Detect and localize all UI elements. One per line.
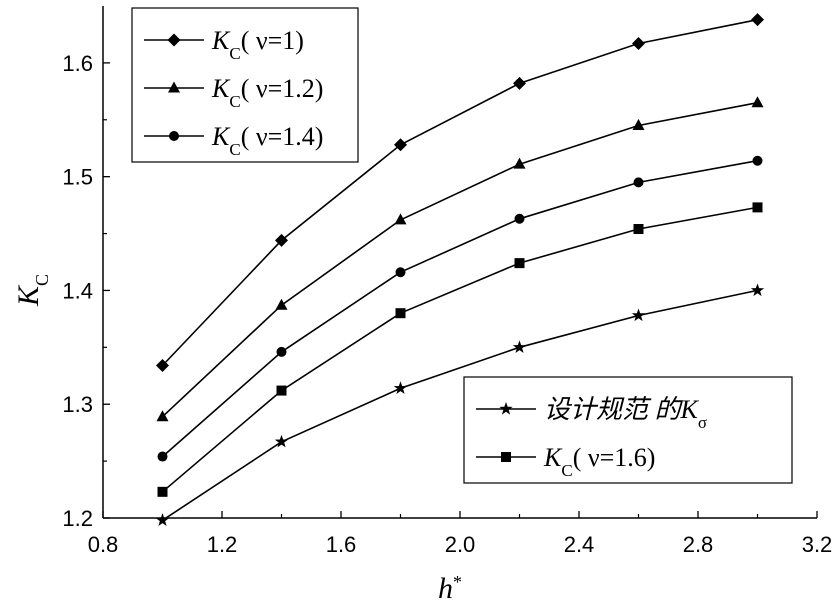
series-nu1_2	[156, 96, 764, 422]
x-tick-label: 2.8	[683, 532, 714, 557]
series-line-nu1_4	[161, 159, 758, 458]
data-point-nu1_2	[275, 298, 288, 310]
series-code	[155, 283, 765, 526]
x-axis-title: h*	[438, 572, 462, 605]
data-point-nu1_6	[157, 486, 168, 497]
data-point-nu1_2	[632, 118, 645, 130]
x-tick-label: 3.2	[802, 532, 833, 557]
series-nu1_6	[157, 202, 763, 497]
data-point-nu1_6	[633, 224, 644, 235]
data-point-nu1_4	[633, 177, 644, 188]
legend-item-nu1_2: KC( ν=1.2)	[144, 74, 323, 111]
data-point-code	[631, 308, 646, 322]
data-point-nu1_6	[514, 258, 525, 269]
y-tick-label: 1.6	[62, 51, 93, 76]
x-tick-label: 2.0	[445, 532, 476, 557]
legend-label-nu1_4: KC( ν=1.4)	[211, 122, 323, 159]
legend-label-nu1_6: KC( ν=1.6)	[543, 443, 655, 480]
legend-bottom: 设计规范 的Kσ KC( ν=1.6)	[463, 376, 793, 484]
series-nu1_4	[157, 155, 763, 462]
x-tick-label: 2.4	[564, 532, 595, 557]
data-point-nu1	[275, 233, 288, 247]
legend-item-nu1_6: KC( ν=1.6)	[476, 443, 655, 480]
data-point-nu1	[513, 76, 526, 90]
data-point-nu1	[632, 37, 645, 51]
y-tick-label: 1.3	[62, 392, 93, 417]
data-point-nu1	[394, 138, 407, 152]
y-axis-title: KC	[12, 274, 52, 307]
legend-item-code: 设计规范 的Kσ	[476, 395, 707, 432]
series-nu1	[156, 13, 764, 373]
data-point-code	[155, 513, 170, 526]
series-layer	[155, 13, 765, 526]
legend-marker-nu1_6	[501, 452, 511, 462]
data-point-code	[393, 381, 408, 394]
legend-marker-nu1	[167, 33, 181, 47]
data-point-nu1	[156, 359, 169, 373]
legend-item-nu1: KC( ν=1)	[144, 26, 304, 63]
legend-label-nu1_2: KC( ν=1.2)	[211, 74, 323, 111]
series-line-nu1	[161, 18, 758, 367]
y-tick-label: 1.5	[62, 165, 93, 190]
legend-label-code: 设计规范 的Kσ	[544, 395, 707, 432]
x-tick-label: 0.8	[88, 532, 119, 557]
data-point-nu1_2	[751, 96, 764, 108]
legend-top: KC( ν=1) KC( ν=1.2) KC( ν=1.4)	[131, 7, 359, 163]
data-point-nu1_2	[513, 157, 526, 169]
x-axis: 0.8 1.2 1.6 2.0 2.4 2.8 3.2	[88, 511, 833, 557]
x-tick-label: 1.6	[326, 532, 357, 557]
data-point-nu1_6	[276, 385, 287, 396]
y-axis: 1.2 1.3 1.4 1.5 1.6	[62, 51, 110, 531]
data-point-nu1_6	[395, 308, 406, 319]
legend-item-nu1_4: KC( ν=1.4)	[144, 122, 323, 159]
x-tick-label: 1.2	[207, 532, 238, 557]
legend-box	[463, 376, 793, 484]
legend-marker-code	[499, 402, 513, 415]
legend-label-nu1: KC( ν=1)	[211, 26, 304, 63]
data-point-nu1_4	[157, 451, 168, 462]
data-point-nu1_6	[752, 202, 763, 213]
legend-marker-nu1_2	[168, 81, 180, 93]
data-point-nu1_2	[156, 410, 169, 422]
series-line-nu1_2	[161, 101, 758, 418]
data-point-code	[274, 434, 289, 448]
y-tick-label: 1.2	[62, 506, 93, 531]
data-point-nu1_2	[394, 213, 407, 225]
data-point-nu1_4	[276, 346, 287, 357]
data-point-nu1	[751, 13, 764, 27]
y-tick-label: 1.4	[62, 278, 93, 303]
legend-marker-nu1_4	[169, 131, 179, 141]
data-point-nu1_4	[514, 213, 525, 224]
series-line-code	[162, 289, 758, 521]
data-point-code	[512, 340, 527, 353]
data-point-code	[750, 283, 765, 297]
series-line-nu1_6	[161, 206, 758, 493]
data-point-nu1_4	[395, 267, 406, 278]
data-point-nu1_4	[752, 155, 763, 166]
